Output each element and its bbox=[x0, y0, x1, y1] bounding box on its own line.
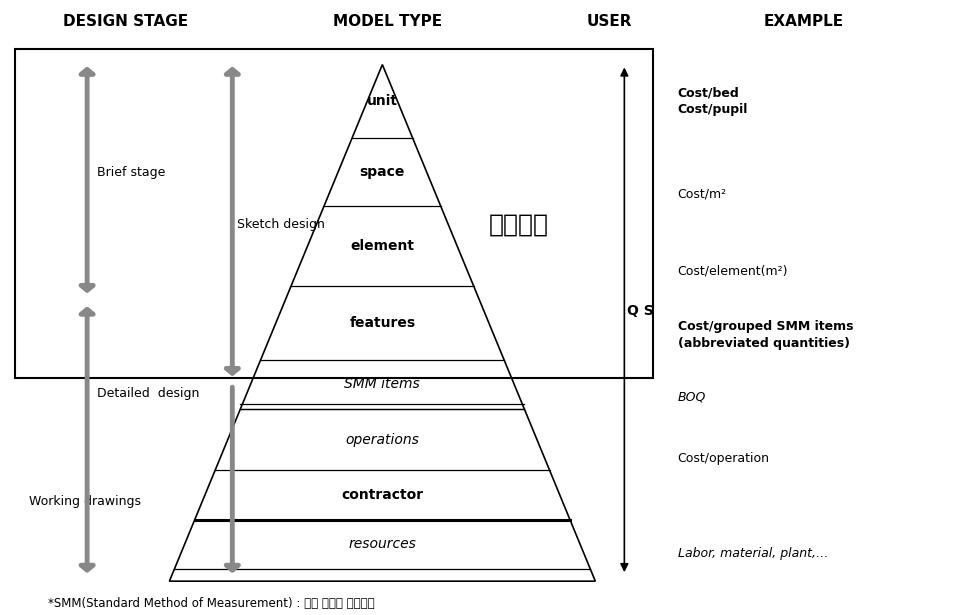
Text: operations: operations bbox=[346, 433, 419, 446]
Text: BOQ: BOQ bbox=[678, 390, 706, 403]
Text: EXAMPLE: EXAMPLE bbox=[764, 14, 843, 29]
Text: unit: unit bbox=[367, 95, 398, 108]
Text: Sketch design: Sketch design bbox=[237, 218, 325, 231]
Text: space: space bbox=[360, 165, 405, 179]
Text: Cost/m²: Cost/m² bbox=[678, 187, 727, 200]
Text: Cost/bed
Cost/pupil: Cost/bed Cost/pupil bbox=[678, 87, 748, 116]
Text: features: features bbox=[349, 316, 415, 330]
Text: Cost/element(m²): Cost/element(m²) bbox=[678, 264, 788, 277]
Text: SMM items: SMM items bbox=[345, 378, 420, 391]
Text: contractor: contractor bbox=[342, 488, 423, 502]
Text: MODEL TYPE: MODEL TYPE bbox=[333, 14, 441, 29]
Text: Detailed  design: Detailed design bbox=[97, 387, 199, 400]
Text: resources: resources bbox=[348, 538, 416, 551]
Text: 연구대상: 연구대상 bbox=[489, 212, 549, 237]
Text: Working drawings: Working drawings bbox=[29, 494, 141, 508]
Text: DESIGN STAGE: DESIGN STAGE bbox=[63, 14, 189, 29]
Text: USER: USER bbox=[587, 14, 633, 29]
Text: Labor, material, plant,…: Labor, material, plant,… bbox=[678, 547, 828, 560]
Text: Brief stage: Brief stage bbox=[97, 165, 166, 179]
Text: Q S: Q S bbox=[627, 304, 654, 317]
Text: *SMM(Standard Method of Measurement) : 영국 내역서 작성기준: *SMM(Standard Method of Measurement) : 영… bbox=[48, 597, 375, 611]
Bar bbox=[15, 49, 653, 378]
Text: Cost/grouped SMM items
(abbreviated quantities): Cost/grouped SMM items (abbreviated quan… bbox=[678, 320, 853, 350]
Text: element: element bbox=[350, 239, 414, 253]
Text: Cost/operation: Cost/operation bbox=[678, 451, 770, 465]
